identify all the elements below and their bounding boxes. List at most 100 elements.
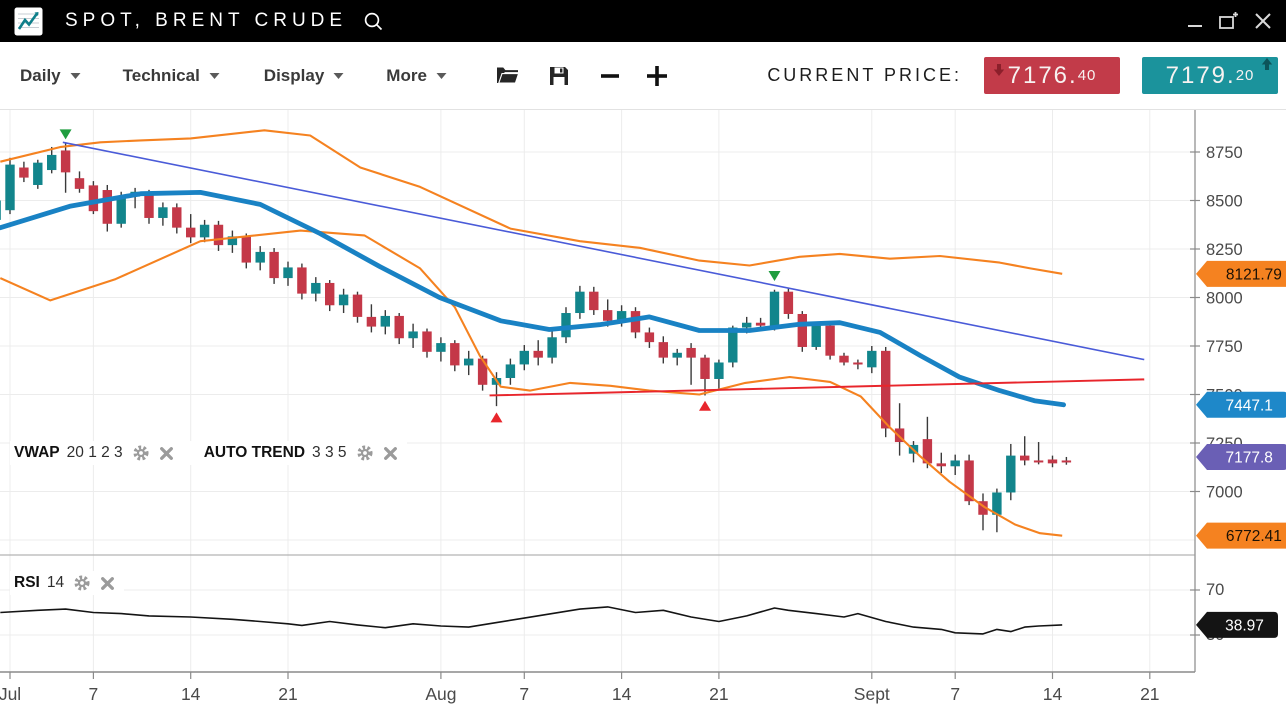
autotrend-settings-gear-icon[interactable] bbox=[356, 444, 374, 462]
candle-down bbox=[74, 178, 85, 189]
candle-up bbox=[436, 343, 446, 352]
current-price-ask-badge[interactable]: 7179. 20 bbox=[1142, 57, 1278, 94]
candle-down bbox=[603, 310, 613, 321]
vwap-label: VWAP bbox=[14, 444, 60, 461]
candle-down bbox=[533, 350, 543, 358]
candle-up bbox=[199, 224, 210, 238]
price-tick-label: 7000 bbox=[1206, 484, 1243, 502]
candle-down bbox=[172, 207, 182, 228]
time-tick-label: 14 bbox=[181, 684, 201, 704]
vwap-remove-icon[interactable] bbox=[159, 446, 174, 461]
candle-up bbox=[408, 331, 418, 339]
time-tick-label: 14 bbox=[1043, 684, 1063, 704]
current-price-bid-badge[interactable]: 7176. 40 bbox=[984, 57, 1120, 94]
buy-signal-arrow-icon bbox=[490, 412, 503, 423]
candle-down bbox=[422, 331, 432, 352]
open-folder-icon bbox=[496, 67, 520, 84]
minimize-button[interactable] bbox=[1178, 6, 1212, 36]
ask-price-main: 7179. bbox=[1165, 61, 1236, 89]
rsi-indicator-label: RSI 14 bbox=[10, 571, 125, 595]
chevron-down-icon bbox=[436, 72, 447, 79]
price-badge-value: 6772.41 bbox=[1226, 528, 1282, 545]
candle-up bbox=[769, 291, 780, 326]
time-tick-label: Aug bbox=[425, 684, 456, 704]
candle-down bbox=[686, 347, 696, 358]
close-button[interactable] bbox=[1246, 6, 1280, 36]
vwap-settings-gear-icon[interactable] bbox=[132, 444, 150, 462]
candle-down bbox=[450, 343, 460, 366]
menu-interval[interactable]: Daily bbox=[20, 66, 81, 86]
candle-up bbox=[283, 267, 293, 279]
candle-down bbox=[394, 315, 404, 339]
zoom-in-button[interactable] bbox=[644, 63, 670, 89]
auto-trend-resistance-trendline bbox=[62, 141, 1145, 361]
candle-up bbox=[33, 162, 43, 185]
window-title: SPOT, BRENT CRUDE bbox=[65, 10, 348, 31]
app-logo-icon bbox=[14, 7, 43, 35]
vwap-line bbox=[0, 190, 1066, 408]
menu-more-label: More bbox=[386, 65, 427, 85]
auto-trend-support-trendline bbox=[489, 378, 1145, 397]
candle-up bbox=[714, 362, 724, 379]
rsi-line bbox=[0, 606, 1063, 635]
buy-signal-arrow-icon bbox=[699, 400, 711, 411]
minus-icon bbox=[600, 73, 619, 78]
price-down-arrow-icon bbox=[993, 64, 1005, 76]
candle-down bbox=[978, 501, 988, 515]
price-badge bbox=[1196, 260, 1286, 287]
candle-up bbox=[5, 164, 15, 211]
candle-down bbox=[1061, 460, 1072, 463]
popout-window-button[interactable] bbox=[1212, 6, 1246, 36]
candle-down bbox=[213, 224, 224, 246]
menu-technical[interactable]: Technical bbox=[123, 66, 220, 86]
candle-up bbox=[158, 207, 168, 218]
price-badge bbox=[1196, 391, 1286, 418]
candle-down bbox=[269, 251, 279, 279]
candle-up bbox=[811, 325, 821, 347]
candle-down bbox=[102, 190, 112, 224]
vwap-params: 20 1 2 3 bbox=[66, 444, 123, 461]
candle-down bbox=[922, 439, 933, 464]
candle-down bbox=[755, 322, 766, 326]
candle-down bbox=[825, 325, 835, 356]
price-tick-label: 7750 bbox=[1206, 338, 1243, 356]
price-badge bbox=[1196, 522, 1286, 549]
autotrend-remove-icon[interactable] bbox=[383, 446, 398, 461]
search-icon[interactable] bbox=[363, 11, 384, 32]
candle-down bbox=[88, 185, 99, 212]
title-bar: SPOT, BRENT CRUDE bbox=[0, 0, 1286, 42]
rsi-settings-gear-icon[interactable] bbox=[73, 574, 91, 592]
candle-up bbox=[616, 311, 627, 321]
candle-down bbox=[366, 316, 377, 327]
save-chart-button[interactable] bbox=[548, 65, 570, 87]
menu-more[interactable]: More bbox=[386, 66, 447, 86]
candle-down bbox=[241, 236, 251, 263]
rsi-tick-label: 70 bbox=[1206, 581, 1224, 599]
rsi-remove-icon[interactable] bbox=[100, 576, 115, 591]
time-tick-label: 21 bbox=[278, 684, 297, 704]
candle-up bbox=[47, 154, 57, 171]
open-chart-button[interactable] bbox=[495, 65, 520, 86]
candle-down bbox=[936, 463, 946, 467]
candle-down bbox=[297, 267, 307, 294]
main-pane bbox=[0, 129, 1145, 537]
candle-down bbox=[144, 191, 154, 218]
candle-up bbox=[547, 337, 557, 358]
menu-technical-label: Technical bbox=[122, 65, 200, 85]
bollinger-lower-band bbox=[0, 229, 1063, 537]
price-chart[interactable]: 875085008250800077507500725070007030Jul7… bbox=[0, 110, 1286, 717]
candle-down bbox=[700, 357, 710, 379]
zoom-out-button[interactable] bbox=[598, 64, 622, 88]
price-badge bbox=[1196, 444, 1286, 471]
bollinger-upper-band bbox=[0, 129, 1063, 275]
candle-down bbox=[881, 350, 891, 429]
chevron-down-icon bbox=[333, 72, 344, 79]
candle-down bbox=[964, 460, 974, 502]
candle-up bbox=[742, 322, 752, 328]
candle-down bbox=[186, 227, 196, 238]
candle-down bbox=[589, 291, 599, 311]
rsi-value-badge-value: 38.97 bbox=[1225, 617, 1264, 634]
menu-display[interactable]: Display bbox=[264, 66, 344, 86]
candle-down bbox=[797, 313, 807, 347]
candle-down bbox=[1047, 459, 1058, 464]
